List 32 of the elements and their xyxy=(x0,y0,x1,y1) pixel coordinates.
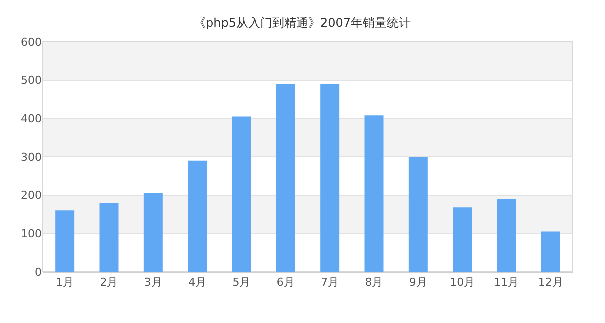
y-tick-label: 500 xyxy=(21,74,42,88)
bar xyxy=(408,157,428,272)
x-tick-label: 9月 xyxy=(409,276,428,290)
x-tick-label: 7月 xyxy=(321,276,340,290)
x-tick-label: 1月 xyxy=(56,276,74,290)
bar xyxy=(320,84,340,272)
x-tick-label: 11月 xyxy=(494,276,520,290)
x-tick-label: 12月 xyxy=(538,276,564,290)
x-tick-label: 10月 xyxy=(450,276,476,290)
bar xyxy=(276,84,296,272)
x-tick-label: 5月 xyxy=(232,276,251,290)
y-tick-label: 100 xyxy=(21,228,42,241)
x-tick-label: 4月 xyxy=(188,276,207,290)
bar xyxy=(188,160,208,272)
bar xyxy=(100,203,119,272)
bar xyxy=(364,116,384,272)
y-tick-label: 400 xyxy=(21,112,42,126)
bar xyxy=(497,199,516,272)
bar xyxy=(541,232,560,272)
x-tick-label: 2月 xyxy=(100,276,118,290)
x-tick-label: 8月 xyxy=(365,276,384,290)
y-tick-label: 300 xyxy=(21,150,42,164)
y-tick-label: 200 xyxy=(21,189,42,202)
bar xyxy=(144,193,163,272)
bar xyxy=(232,116,252,272)
bar xyxy=(56,210,75,272)
chart-title: 《php5从入门到精通》2007年销量统计 xyxy=(194,16,412,30)
bar xyxy=(453,208,472,272)
x-tick-label: 3月 xyxy=(144,276,162,290)
x-tick-label: 6月 xyxy=(276,276,295,290)
y-tick-label: 0 xyxy=(35,266,42,279)
y-tick-label: 600 xyxy=(21,36,42,49)
